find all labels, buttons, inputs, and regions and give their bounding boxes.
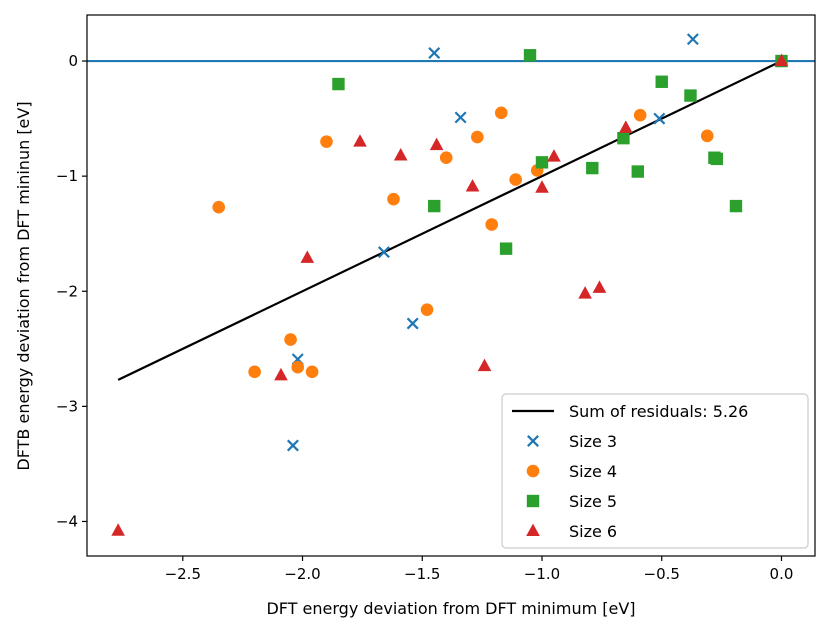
legend-label: Size 6 [569,522,617,541]
data-point [420,303,434,316]
data-point [684,89,697,102]
data-point [465,179,480,192]
y-tick-label: −2 [56,282,78,300]
data-point [429,137,444,151]
data-point [494,106,508,120]
plot-area [87,33,815,536]
data-point [286,439,299,452]
data-point [655,75,668,88]
x-axis-label: DFT energy deviation from DFT minimum [e… [266,599,635,618]
legend-triangle-swatch [526,523,540,537]
x-tick-label: −1.0 [524,565,560,583]
legend-label: Size 3 [569,432,617,451]
y-tick-label: −1 [56,167,78,185]
y-tick-label: 0 [68,52,78,70]
data-point [631,165,644,178]
data-point [291,360,305,374]
series-size-5 [332,49,788,255]
data-point [547,149,561,162]
data-point [353,134,367,147]
legend-label: Size 5 [569,492,617,511]
data-point [274,367,288,381]
data-point [509,173,522,186]
data-point [471,130,484,144]
data-point [535,156,549,169]
x-tick-label: 0.0 [770,565,794,583]
data-point [700,129,714,143]
data-point [212,200,226,214]
data-point [774,53,789,67]
data-point [653,112,666,125]
data-point [586,161,599,175]
data-point [111,523,125,536]
data-point [535,180,549,193]
legend-label: Sum of residuals: 5.26 [569,402,748,421]
data-point [284,333,297,346]
series-size-3 [286,33,699,452]
data-point [619,120,633,133]
data-point [523,49,537,62]
x-tick-label: −0.5 [644,565,680,583]
data-point [320,135,333,148]
legend-box [501,393,809,549]
data-point [393,148,408,161]
data-point [439,151,453,165]
series-size-4 [212,106,714,379]
legend-x-swatch [527,435,539,447]
legend-label: Size 4 [569,462,617,481]
legend: Sum of residuals: 5.26 Size 3 Size 4 Size 5… [501,393,809,549]
series-size-6 [111,53,789,536]
legend-circle-swatch [526,464,540,478]
data-point [454,111,467,124]
x-tick-label: −1.5 [404,565,440,583]
plot-frame [86,14,816,557]
data-point [617,131,630,145]
data-point [377,246,390,259]
data-point [477,358,492,372]
data-point [428,47,441,59]
data-point [300,250,315,263]
fit-line [117,60,782,381]
plot-content [87,33,815,536]
y-tick-label: −3 [56,397,78,415]
x-tick-label: −2.5 [165,565,201,583]
y-tick-label: −4 [56,512,78,530]
data-point [248,365,261,379]
data-point [406,317,419,330]
data-point [710,152,724,166]
axes: −2.5 −2.0 −1.5 −1.0 −0.5 0.0 −4 −3 −2 −1 0 [56,14,816,583]
data-point [332,77,345,91]
y-axis-label: DFTB energy deviation from DFT mininun [… [14,101,33,470]
data-point [499,242,513,255]
data-point [485,218,499,231]
data-point [729,199,743,213]
data-point [578,286,592,299]
data-point [592,280,607,293]
data-point [305,365,319,379]
data-point [686,33,699,46]
data-point [387,192,400,206]
legend-square-swatch [526,494,540,508]
data-point [428,199,441,213]
data-point [633,108,647,122]
x-tick-label: −2.0 [284,565,320,583]
